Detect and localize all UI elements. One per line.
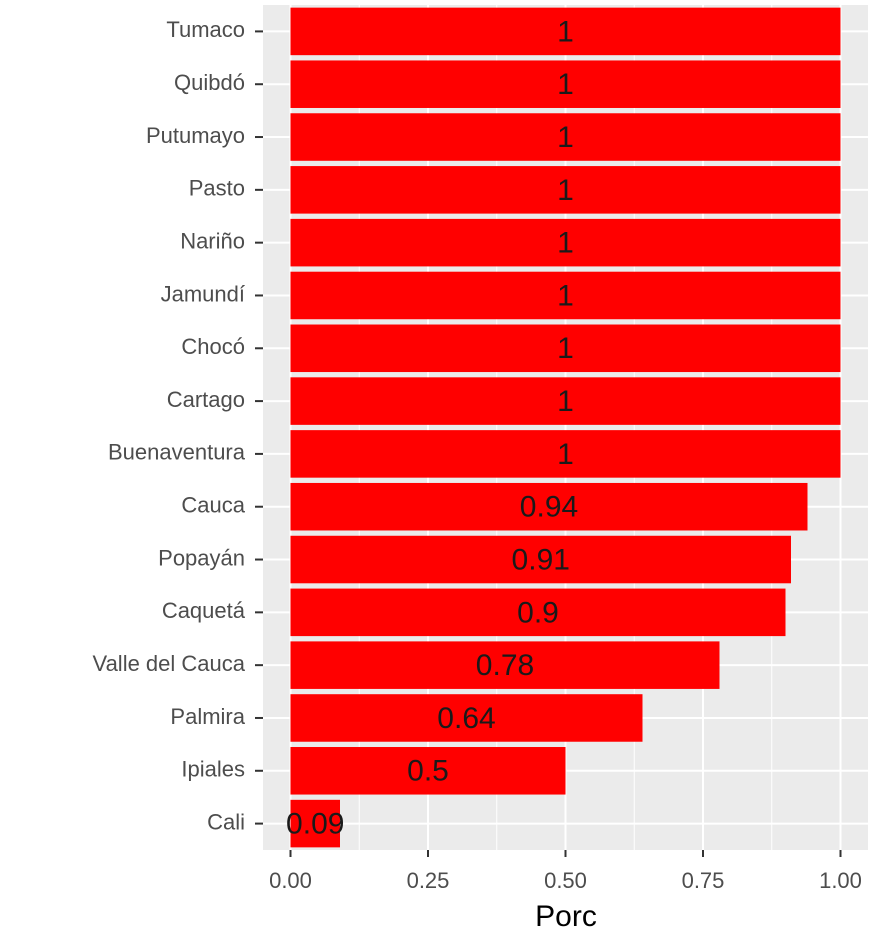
y-tick-label: Jamundí [161,281,245,306]
value-label: 1 [557,332,574,365]
bar [290,377,841,425]
y-tick-label: Quibdó [174,70,245,95]
y-tick-label: Pasto [189,176,245,201]
value-label: 1 [557,174,574,207]
y-tick-label: Chocó [181,334,245,359]
bar [290,588,786,637]
value-label: 1 [557,279,574,312]
bar [290,747,566,795]
y-tick-label: Putumayo [146,123,245,148]
value-label: 0.78 [476,649,534,682]
y-tick-label: Cali [207,809,245,834]
value-label: 1 [557,227,574,260]
bar [290,694,643,742]
value-label: 0.64 [437,702,495,735]
value-label: 0.94 [520,491,578,524]
y-tick-label: Popayán [158,545,245,570]
value-label: 0.91 [512,543,570,576]
y-tick-label: Valle del Cauca [93,651,246,676]
bar [290,271,841,320]
value-label: 1 [557,121,574,154]
value-label: 1 [557,385,574,418]
y-tick-label: Cartago [167,387,245,412]
x-tick-label: 0.50 [544,868,587,893]
bar [290,324,841,373]
bar [290,113,841,161]
bar [290,60,841,108]
y-tick-label: Caquetá [162,598,246,623]
bar [290,641,720,689]
bar [290,799,340,848]
y-tick-label: Nariño [180,228,245,253]
y-tick-label: Ipiales [181,757,245,782]
y-tick-label: Buenaventura [108,440,246,465]
bar [290,218,841,267]
value-label: 1 [557,15,574,48]
x-axis-title: Porc [535,900,597,933]
x-tick-label: 1.00 [819,868,862,893]
x-tick-label: 0.75 [682,868,725,893]
value-label: 1 [557,438,574,471]
bar [290,166,841,214]
bar [290,430,841,478]
bar [290,482,808,531]
bar [290,7,841,56]
value-label: 0.09 [286,808,344,841]
bar [290,535,791,584]
y-tick-label: Cauca [181,493,245,518]
y-tick-label: Palmira [170,704,245,729]
value-label: 0.9 [517,596,559,629]
x-tick-label: 0.25 [407,868,450,893]
value-label: 0.5 [407,755,449,788]
y-tick-label: Tumaco [166,17,245,42]
x-tick-label: 0.00 [269,868,312,893]
value-label: 1 [557,68,574,101]
